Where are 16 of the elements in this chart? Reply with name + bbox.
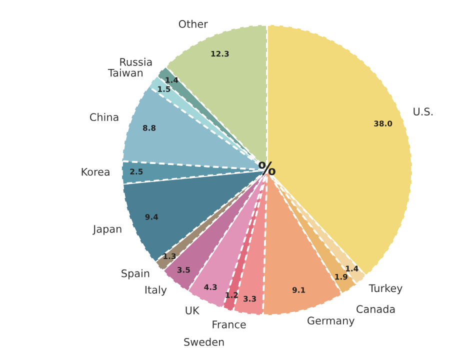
slice-label: Other (178, 20, 208, 28)
slice-label: Korea (82, 168, 110, 176)
slice-label: Taiwan (108, 68, 143, 77)
slice-label: Italy (145, 286, 167, 296)
slice-label: U.S. (414, 108, 433, 116)
slice-label: France (212, 320, 246, 328)
slice-label: Spain (122, 269, 150, 280)
slice-label: China (90, 112, 118, 122)
slice-label: Russia (120, 58, 152, 66)
slice-label: Japan (92, 225, 122, 235)
slice-label: Turkey (368, 284, 402, 294)
slice-label: Germany (308, 316, 355, 327)
text: % (258, 162, 276, 176)
slice-label: Canada (356, 304, 395, 314)
slice-label: Sweden (184, 338, 224, 346)
slice-label: UK (186, 306, 200, 314)
